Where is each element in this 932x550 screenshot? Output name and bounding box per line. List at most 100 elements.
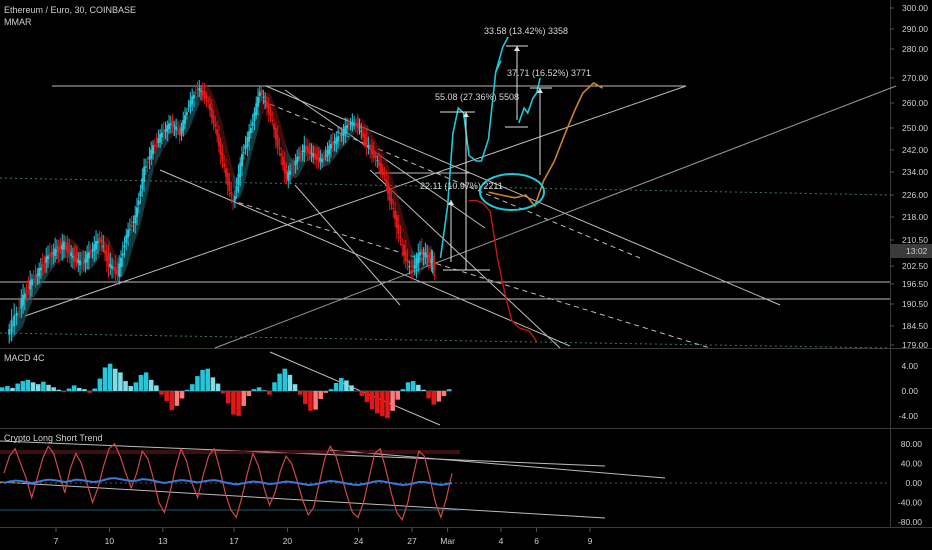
candle-body xyxy=(34,275,37,279)
candle-body xyxy=(265,101,268,107)
macd-axis: 4.00 0.00 -4.00 xyxy=(899,361,919,421)
candle-body xyxy=(73,254,76,263)
candle-body xyxy=(394,210,397,220)
candle-body xyxy=(205,95,208,99)
candle-body xyxy=(89,251,92,254)
candle-body xyxy=(182,119,185,131)
measure-arrow-1-head xyxy=(514,46,520,51)
ma-ribbon-segment xyxy=(403,219,406,246)
projection-red-line xyxy=(469,199,538,342)
candle-body xyxy=(386,182,389,194)
candle-body xyxy=(241,154,244,167)
macd-bar xyxy=(138,374,144,391)
macd-bar xyxy=(313,391,318,410)
x-tick-label: 6 xyxy=(534,536,539,546)
current-price-badge xyxy=(891,244,932,258)
trend-channel-mid xyxy=(329,449,666,479)
ma-ribbon-segment xyxy=(142,192,145,217)
ma-ribbon-segment xyxy=(129,232,132,258)
macd-bar xyxy=(77,387,82,391)
macd-bar xyxy=(441,391,447,396)
macd-bar xyxy=(174,391,180,406)
candle-body xyxy=(100,239,103,243)
candle-body xyxy=(431,261,434,265)
candle-body xyxy=(390,198,393,205)
macd-bar xyxy=(261,390,267,391)
macd-bar xyxy=(395,391,401,400)
macd-bar xyxy=(148,379,154,391)
candle-body xyxy=(41,264,44,267)
candle-body xyxy=(232,199,235,201)
ma-ribbon-segment xyxy=(126,244,129,270)
macd-bar xyxy=(87,391,92,393)
macd-bar xyxy=(20,381,26,391)
long-rising-line xyxy=(214,85,897,349)
macd-bar xyxy=(133,382,139,391)
ma-ribbon-segment xyxy=(140,200,143,224)
ma-ribbon-segment xyxy=(400,206,403,232)
trend-slow-line xyxy=(3,477,453,487)
price-tick-label: 260.00 xyxy=(902,98,928,108)
candle-body xyxy=(237,173,240,185)
ma-ribbon-segment xyxy=(220,118,223,142)
candle-body xyxy=(208,103,211,111)
macd-bar xyxy=(405,382,411,391)
candle-body xyxy=(273,124,276,130)
candle-body xyxy=(239,162,242,178)
candle-body xyxy=(392,207,395,210)
ma-ribbon-segment xyxy=(145,176,148,202)
macd-trend-line xyxy=(269,351,441,426)
candle-body xyxy=(130,224,133,228)
macd-bar xyxy=(241,391,246,406)
candle-body xyxy=(344,125,347,134)
trend-tick-label: 40.00 xyxy=(901,458,923,468)
projection-cyan-late xyxy=(518,77,541,124)
candle-body xyxy=(253,112,256,122)
x-tick-label: 20 xyxy=(283,536,293,546)
candle-body xyxy=(214,123,217,127)
candle-body xyxy=(337,136,340,142)
macd-bar xyxy=(256,387,262,391)
trend-title: Crypto Long Short Trend xyxy=(4,433,103,443)
candle-body xyxy=(148,156,151,160)
measure-label-1: 33.58 (13.42%) 3358 xyxy=(484,26,568,36)
x-tick-label: 10 xyxy=(105,536,115,546)
candle-body xyxy=(383,175,386,177)
candle-body xyxy=(401,243,404,246)
candle-body xyxy=(169,123,172,125)
price-tick-label: 250.00 xyxy=(902,123,928,133)
macd-bar xyxy=(66,388,72,391)
candle-body xyxy=(312,153,315,157)
candle-body xyxy=(39,267,42,271)
candle-body xyxy=(102,245,105,248)
candle-body xyxy=(63,242,66,250)
candle-body xyxy=(413,265,416,269)
macd-bar xyxy=(0,387,5,391)
candle-body xyxy=(32,278,35,280)
macd-tick-label: 4.00 xyxy=(901,361,918,371)
candle-body xyxy=(290,168,293,170)
macd-bar xyxy=(5,386,10,391)
candle-body xyxy=(255,103,258,116)
ma-ribbon-segment xyxy=(222,125,225,150)
candle-body xyxy=(196,89,199,91)
candle-body xyxy=(338,136,341,138)
ma-ribbon-segment xyxy=(274,102,276,123)
falling-channel-dashed-low xyxy=(229,199,711,349)
x-tick-label: 4 xyxy=(499,536,504,546)
candle-body xyxy=(171,121,174,127)
candle-body xyxy=(280,153,283,156)
x-tick-label: 7 xyxy=(54,536,59,546)
candle-body xyxy=(166,125,169,132)
candle-body xyxy=(278,147,281,149)
macd-bar xyxy=(97,378,103,391)
macd-bar xyxy=(436,391,442,402)
macd-bar xyxy=(164,391,169,401)
macd-bar xyxy=(446,389,452,391)
candle-body xyxy=(408,266,411,268)
candle-body xyxy=(162,130,165,134)
candle-body xyxy=(313,153,316,159)
falling-channel-dashed xyxy=(269,103,641,259)
candle-body xyxy=(82,261,85,265)
